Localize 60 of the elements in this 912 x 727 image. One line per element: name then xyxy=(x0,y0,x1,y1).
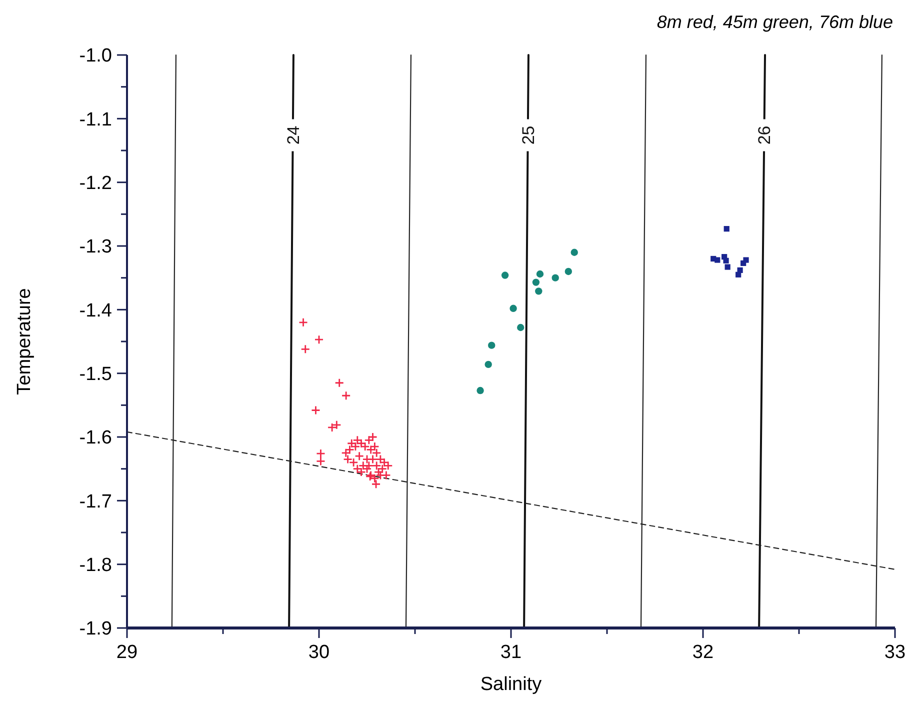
point xyxy=(488,342,496,349)
point xyxy=(501,272,509,279)
point xyxy=(564,268,572,276)
point xyxy=(724,264,730,270)
point xyxy=(570,248,578,256)
point xyxy=(724,226,730,232)
text: 25 xyxy=(518,126,538,145)
x-tick-label: 33 xyxy=(884,642,906,663)
point xyxy=(737,267,743,273)
point xyxy=(714,257,720,263)
point xyxy=(298,318,308,328)
point xyxy=(316,456,326,466)
x-tick-label: 30 xyxy=(308,642,330,663)
y-tick-label: -1.7 xyxy=(79,491,112,512)
y-tick-label: -1.9 xyxy=(79,618,112,640)
point xyxy=(341,390,351,400)
point xyxy=(510,304,517,312)
point xyxy=(376,470,386,480)
point xyxy=(316,448,326,458)
point xyxy=(332,420,342,430)
point xyxy=(535,288,542,295)
y-tick-label: -1.6 xyxy=(79,428,112,449)
point xyxy=(536,270,544,278)
x-tick-label: 31 xyxy=(500,642,522,663)
point xyxy=(327,422,337,432)
x-tick-label: 29 xyxy=(116,642,138,663)
y-tick-label: -1.5 xyxy=(79,364,112,385)
y-tick-label: -1.3 xyxy=(79,236,112,258)
text: 26 xyxy=(755,126,774,145)
point xyxy=(743,257,749,263)
x-tick-label: 32 xyxy=(692,642,714,663)
text: 24 xyxy=(284,126,303,145)
point xyxy=(311,406,320,415)
point xyxy=(352,435,362,445)
point xyxy=(354,451,364,461)
point xyxy=(356,438,366,448)
y-tick-label: -1.2 xyxy=(79,172,112,194)
point xyxy=(346,438,356,448)
point xyxy=(368,432,378,442)
point xyxy=(334,378,344,388)
point xyxy=(383,460,393,470)
y-tick-label: -1.1 xyxy=(79,109,112,130)
y-tick-label: -1.4 xyxy=(79,300,112,322)
text: 8m red, 45m green, 76m blue xyxy=(656,12,893,32)
point xyxy=(350,442,360,452)
point xyxy=(314,334,324,344)
y-tick-label: -1.0 xyxy=(79,46,112,67)
point xyxy=(484,360,492,368)
point xyxy=(358,460,368,470)
point xyxy=(723,258,729,264)
y-axis-title: Temperature xyxy=(14,288,35,395)
x-axis-title: Salinity xyxy=(480,674,542,695)
point xyxy=(300,344,310,354)
point xyxy=(532,278,540,286)
point xyxy=(356,467,366,477)
point xyxy=(517,324,524,332)
y-tick-label: -1.8 xyxy=(79,554,112,576)
point xyxy=(552,274,559,282)
point xyxy=(476,386,484,394)
point xyxy=(380,458,389,468)
